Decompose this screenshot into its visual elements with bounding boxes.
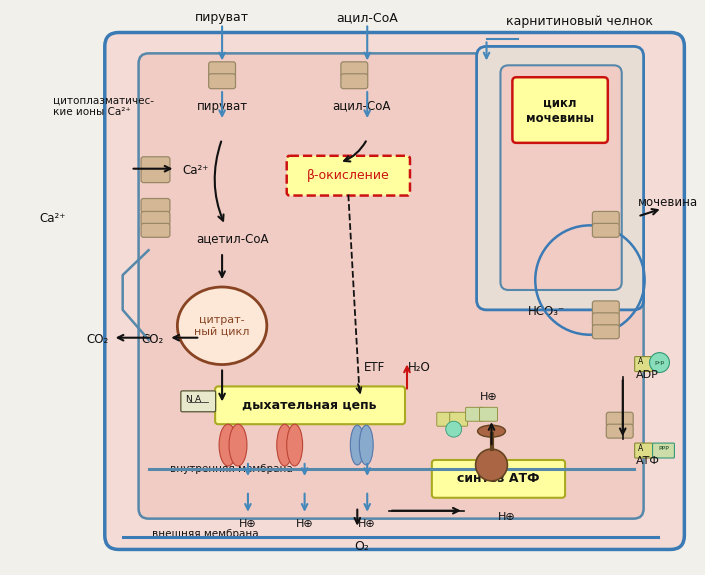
Text: p-p: p-p	[654, 360, 665, 365]
Text: H⊕: H⊕	[498, 512, 515, 522]
FancyBboxPatch shape	[432, 460, 565, 498]
FancyBboxPatch shape	[501, 66, 622, 290]
Text: H⊕: H⊕	[239, 519, 257, 528]
Text: A: A	[638, 443, 643, 453]
Circle shape	[649, 352, 670, 373]
FancyBboxPatch shape	[141, 223, 170, 237]
Text: цитоплазматичес-
кие ионы Ca²⁺: цитоплазматичес- кие ионы Ca²⁺	[53, 95, 154, 117]
Text: CO₂: CO₂	[87, 333, 109, 346]
FancyBboxPatch shape	[606, 412, 633, 426]
Text: цитрат-
ный цикл: цитрат- ный цикл	[195, 315, 250, 336]
Text: ADP: ADP	[636, 370, 659, 381]
Text: HCO₃⁻: HCO₃⁻	[527, 305, 565, 319]
FancyBboxPatch shape	[606, 424, 633, 438]
FancyBboxPatch shape	[437, 412, 455, 426]
Text: A: A	[195, 395, 202, 404]
FancyBboxPatch shape	[105, 33, 685, 550]
FancyBboxPatch shape	[592, 313, 619, 327]
Circle shape	[476, 449, 508, 481]
FancyBboxPatch shape	[592, 223, 619, 237]
Ellipse shape	[350, 425, 364, 465]
FancyBboxPatch shape	[139, 53, 644, 519]
Text: ацил-СоА: ацил-СоА	[332, 99, 391, 113]
FancyBboxPatch shape	[450, 412, 467, 426]
Text: синтез АТФ: синтез АТФ	[458, 473, 540, 485]
Text: H⊕: H⊕	[358, 519, 376, 528]
Text: пируват: пируват	[195, 11, 249, 24]
FancyBboxPatch shape	[466, 407, 484, 421]
FancyBboxPatch shape	[592, 301, 619, 315]
FancyBboxPatch shape	[141, 157, 170, 171]
Text: CO₂: CO₂	[142, 333, 164, 346]
Text: мочевина: мочевина	[637, 196, 697, 209]
Text: Ca²⁺: Ca²⁺	[183, 164, 209, 177]
FancyBboxPatch shape	[180, 391, 216, 412]
Text: карнитиновый челнок: карнитиновый челнок	[506, 15, 654, 28]
Ellipse shape	[277, 424, 293, 466]
Text: пируват: пируват	[197, 99, 247, 113]
Ellipse shape	[360, 425, 373, 465]
Text: ETF: ETF	[364, 361, 385, 374]
FancyBboxPatch shape	[592, 212, 619, 225]
FancyBboxPatch shape	[141, 212, 170, 225]
FancyBboxPatch shape	[209, 74, 235, 89]
FancyBboxPatch shape	[592, 325, 619, 339]
Text: PPP: PPP	[658, 446, 669, 451]
Ellipse shape	[229, 424, 247, 466]
FancyBboxPatch shape	[341, 74, 368, 89]
FancyBboxPatch shape	[287, 156, 410, 196]
FancyBboxPatch shape	[634, 356, 653, 371]
FancyBboxPatch shape	[477, 47, 644, 310]
Text: O₂: O₂	[354, 540, 369, 553]
FancyBboxPatch shape	[341, 62, 368, 76]
Text: внутренняя мембрана: внутренняя мембрана	[171, 464, 293, 474]
Ellipse shape	[219, 424, 237, 466]
Text: H⊕: H⊕	[479, 392, 498, 402]
Text: АТФ: АТФ	[636, 456, 659, 466]
Ellipse shape	[178, 287, 266, 365]
Ellipse shape	[477, 425, 505, 437]
Text: дыхательная цепь: дыхательная цепь	[243, 399, 377, 412]
Text: внешняя мембрана: внешняя мембрана	[152, 528, 259, 539]
FancyBboxPatch shape	[479, 407, 498, 421]
FancyBboxPatch shape	[513, 77, 608, 143]
Text: H₂O: H₂O	[407, 361, 430, 374]
Text: H⊕: H⊕	[295, 519, 314, 528]
Circle shape	[446, 421, 462, 437]
FancyBboxPatch shape	[653, 443, 675, 458]
Text: A: A	[638, 357, 643, 366]
Text: цикл
мочевины: цикл мочевины	[526, 97, 594, 125]
FancyBboxPatch shape	[634, 443, 653, 458]
Text: β-окисление: β-окисление	[307, 169, 390, 182]
Text: Ca²⁺: Ca²⁺	[39, 212, 66, 225]
Text: N: N	[185, 395, 192, 404]
Text: ацил-СоА: ацил-СоА	[336, 11, 398, 24]
Text: NH₃: NH₃	[537, 216, 559, 229]
Text: ацетил-СоА: ацетил-СоА	[196, 232, 269, 245]
FancyBboxPatch shape	[209, 62, 235, 76]
FancyBboxPatch shape	[141, 198, 170, 212]
FancyBboxPatch shape	[141, 168, 170, 183]
Ellipse shape	[287, 424, 302, 466]
FancyBboxPatch shape	[215, 386, 405, 424]
